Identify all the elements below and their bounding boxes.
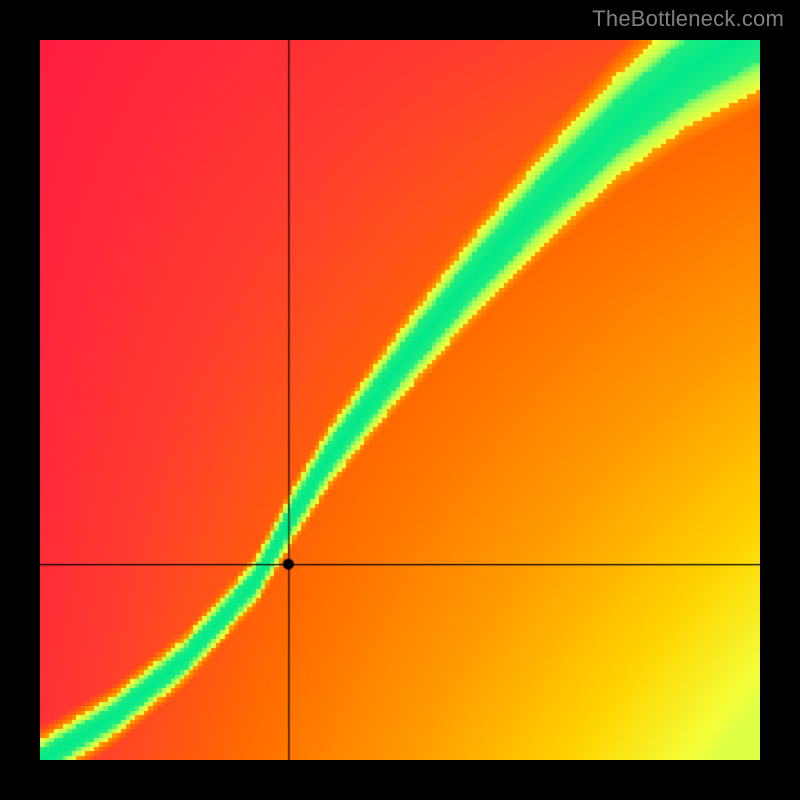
bottleneck-heatmap xyxy=(40,40,760,760)
watermark-text: TheBottleneck.com xyxy=(592,6,784,32)
chart-container: { "watermark": { "text": "TheBottleneck.… xyxy=(0,0,800,800)
